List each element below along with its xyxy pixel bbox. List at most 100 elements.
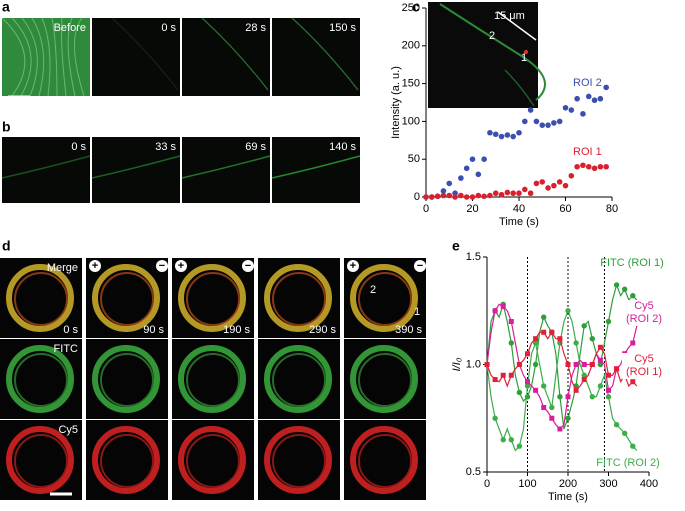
data-marker [573,362,579,367]
data-point [597,163,604,170]
data-point [597,95,604,102]
data-point [510,133,516,140]
x-tick-label: 40 [513,203,525,215]
data-marker [613,282,620,288]
ring [6,264,74,332]
x-tick-label: 0 [484,478,490,490]
frame-label: 0 s [161,22,176,34]
data-marker [500,303,506,309]
panel-label: a [2,0,10,15]
data-marker [549,329,555,335]
data-point [463,165,470,172]
ring [100,353,154,407]
sign-icon [175,260,187,272]
frame-label: 140 s [329,141,356,153]
data-marker [565,415,571,421]
data-marker [597,344,603,350]
y-tick-label: 100 [402,115,420,127]
data-marker [597,361,604,368]
ring [14,353,68,407]
micrograph [92,137,180,203]
x-tick-label: 400 [640,478,658,490]
data-marker [508,340,514,346]
ring [186,272,240,326]
data-point [603,163,609,170]
data-marker [484,362,490,367]
data-marker [557,336,563,342]
data-point [591,165,598,172]
frame-label: 0 s [71,141,86,153]
data-point [423,194,429,200]
panel-label: c [412,0,420,15]
data-marker [492,308,498,314]
y-tick-label: 50 [408,153,420,165]
x-tick-label: 80 [606,203,618,215]
x-axis-title: Time (s) [499,216,539,228]
data-point [551,120,557,126]
row-label: Cy5 [58,424,78,436]
data-marker [581,377,587,383]
y-tick-label: 0 [414,191,420,203]
data-point [545,185,551,191]
data-marker [614,366,620,372]
data-point [527,107,534,113]
time-label: 290 s [309,324,336,336]
ring [6,426,74,494]
y-tick-label: 1.0 [466,358,481,370]
data-point [556,118,563,125]
y-tick-label: 0.5 [466,466,481,478]
data-point [458,175,464,181]
micrograph [182,137,270,203]
fiber [181,155,271,179]
fiber [61,17,67,97]
fiber [271,155,361,179]
time-label: 190 s [223,324,250,336]
data-marker [581,372,587,378]
series-label: Cy5 (ROI 1) [622,353,666,379]
roi-label: 2 [370,284,376,296]
sign-label: − [159,260,165,272]
data-marker [516,443,523,449]
data-marker [597,383,604,389]
series-label: ROI 1 [573,146,602,158]
data-point [487,192,493,199]
data-marker [565,394,571,400]
ring [272,272,326,326]
time-label: 390 s [395,324,422,336]
ring [178,426,246,494]
ring [178,345,246,413]
data-marker [630,293,636,299]
sign-label: − [417,260,423,272]
data-marker [500,372,506,378]
data-marker [630,340,636,346]
data-marker [557,426,563,432]
data-marker [605,394,612,400]
data-marker [500,437,506,443]
fiber [41,17,51,97]
y-axis-title: Intensity (a. u.) [390,66,402,139]
data-point [585,163,592,170]
ring [186,353,240,407]
fiber [291,17,359,91]
data-marker [492,415,498,421]
data-point [452,194,458,200]
series-label-box: Cy5 (ROI 2) [622,300,666,326]
ring [358,353,412,407]
frame-label: 33 s [155,141,176,153]
data-marker [541,383,547,389]
series-label: FITC (ROI 2) [596,457,660,469]
data-marker [622,286,628,292]
data-point [574,95,580,102]
data-marker [573,387,579,393]
data-marker [597,357,603,363]
fiber [51,17,58,97]
data-marker [532,361,539,368]
data-marker [525,351,530,357]
micrograph [272,137,360,203]
panel-label: e [452,238,460,254]
data-point [429,194,435,200]
data-marker [508,319,514,324]
data-point [498,133,505,140]
data-point [440,188,447,194]
series-label: FITC (ROI 1) [600,257,664,269]
